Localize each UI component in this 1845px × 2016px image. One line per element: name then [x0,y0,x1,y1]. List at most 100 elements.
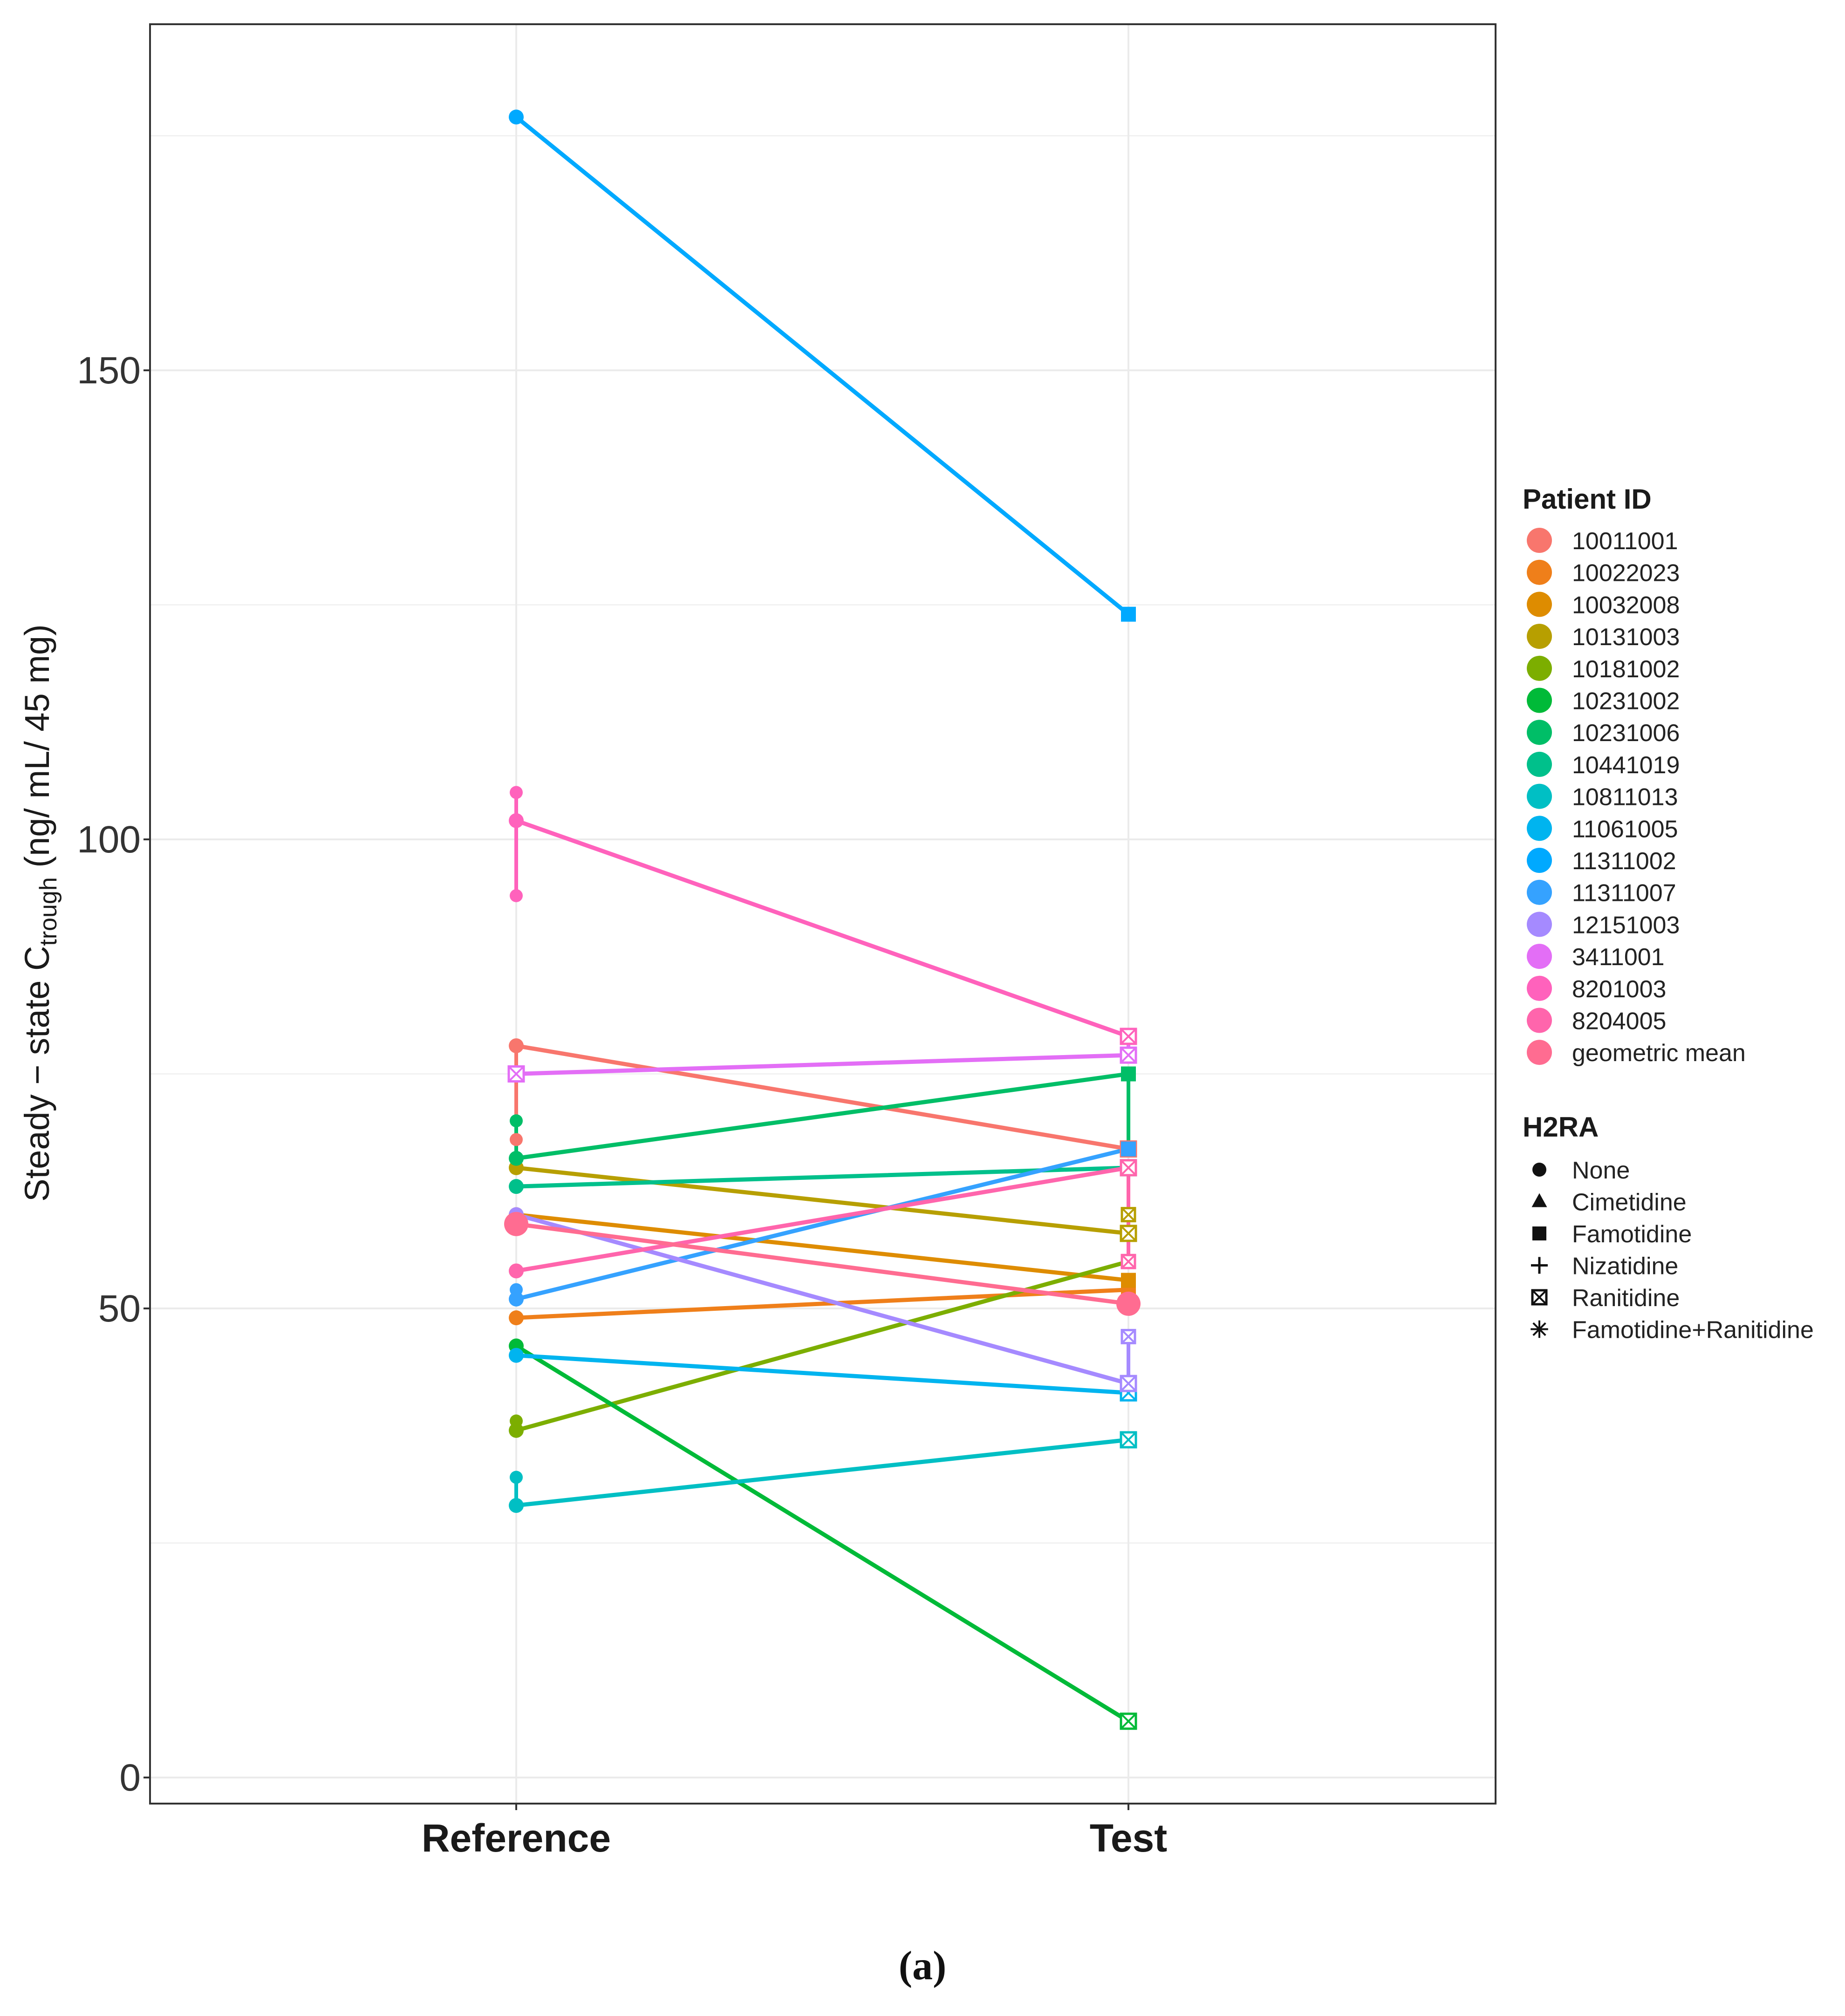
series-line [514,1072,1131,1161]
legend-label-patient: 10181002 [1572,656,1680,683]
legend-key-color [1527,879,1552,905]
legend-key-color [1527,688,1552,713]
legend-label-h2ra: Cimetidine [1572,1189,1687,1216]
ranitidine-cross [1120,1047,1137,1063]
legend-key-color [1527,559,1552,585]
series-line [514,1165,1131,1273]
legend-label-patient: 3411001 [1572,944,1665,971]
point-reference [510,1114,523,1128]
legend-key-color [1527,816,1552,841]
point-test [1120,1375,1137,1392]
series-line [514,818,1131,1039]
ranitidine-cross [1531,1289,1547,1305]
point-reference [510,1133,523,1146]
grid-lines [150,24,1496,1804]
color-legend-title: Patient ID [1523,484,1652,515]
legend-key-color [1527,944,1552,969]
legend-label-patient: 10441019 [1572,752,1680,779]
legend-key-color [1527,912,1552,937]
legend: Patient ID 10011001 10022023 10032008 101310… [1523,484,1814,1344]
point-test [1121,1273,1136,1288]
legend-key-shape [1531,1193,1547,1207]
legend-key-color [1527,783,1552,809]
legend-key-color [1527,975,1552,1001]
legend-label-patient: 10032008 [1572,592,1680,619]
asterisk-bar [1532,1322,1546,1336]
series-line [514,1437,1131,1508]
point-reference [510,889,523,902]
point-reference [509,1310,524,1326]
legend-key-color [1527,720,1552,745]
legend-label-patient: 12151003 [1572,912,1680,939]
y-axis: 0 50 100 150 [77,349,150,1799]
y-tick-label: 100 [77,818,141,861]
legend-label-h2ra: Nizatidine [1572,1253,1678,1280]
series-points [504,109,1141,1730]
series-line [514,1259,1131,1433]
y-tick-label: 0 [119,1757,141,1799]
ranitidine-cross [1120,1028,1137,1045]
point-reference [509,1151,524,1166]
legend-key-color [1527,655,1552,681]
legend-key-color [1527,624,1552,649]
y-tick-label: 150 [77,349,141,392]
point-test [1121,1328,1136,1344]
legend-key-color [1527,751,1552,777]
series-lines [514,115,1131,1723]
series-line [514,1344,1131,1723]
legend-key-color [1527,1008,1552,1033]
legend-label-patient: 10131003 [1572,624,1680,651]
series-line [514,1053,1131,1076]
ranitidine-cross [1121,1207,1136,1222]
legend-label-patient: 11311007 [1572,880,1676,907]
series-line [514,1212,1131,1283]
legend-label-patient: 8201003 [1572,976,1666,1003]
point-test [1120,1028,1137,1045]
legend-key-color [1527,592,1552,617]
point-test [1121,606,1136,622]
point-reference [509,1263,524,1279]
series-line [514,1353,1131,1395]
ranitidine-cross [1120,1159,1137,1176]
point-test [1120,1431,1137,1449]
legend-label-patient: 10231006 [1572,720,1680,747]
y-axis-title: Steady − state Ctrough (ng/ mL/ 45 mg) [18,624,62,1201]
series-line [514,115,1131,617]
series-line [514,1287,1131,1320]
legend-label-h2ra: Famotidine [1572,1221,1692,1248]
plot-frame [149,23,1496,1805]
point-test [1120,1712,1137,1730]
ranitidine-cross [1120,1375,1137,1392]
point-reference [509,109,524,125]
legend-key-shape [1531,1320,1548,1338]
ranitidine-cross [1120,1713,1137,1730]
legend-key-shape [1531,1289,1548,1306]
legend-label-patient: 10811013 [1572,784,1678,811]
point-reference [509,1038,524,1054]
ranitidine-cross [508,1066,525,1082]
legend-label-h2ra: None [1572,1157,1630,1184]
point-test [1121,1207,1136,1223]
ranitidine-cross [1120,1431,1137,1448]
point-reference [509,1291,524,1307]
legend-label-h2ra: Ranitidine [1572,1285,1680,1312]
legend-label-patient: geometric mean [1572,1040,1746,1067]
legend-label-patient: 10011001 [1572,528,1678,555]
shape-legend-title: H2RA [1523,1111,1599,1143]
y-axis-title-subscript: trough [35,877,62,946]
x-tick-label: Reference [422,1816,611,1860]
ranitidine-cross [1121,1329,1136,1344]
series-line [514,1212,1131,1386]
point-reference [509,1179,524,1194]
point-reference [510,786,523,799]
legend-key-color [1527,528,1552,553]
series-line [514,1222,1131,1306]
point-reference [509,1423,524,1438]
legend-label-h2ra: Famotidine+Ranitidine [1572,1317,1814,1344]
ranitidine-cross [1121,1254,1136,1269]
legend-key-color [1527,848,1552,873]
point-reference [510,1414,523,1428]
legend-key-shape [1532,1163,1546,1177]
point-reference [510,1471,523,1484]
